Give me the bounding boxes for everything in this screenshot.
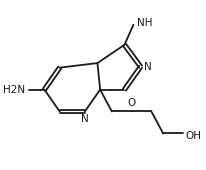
Text: OH: OH: [186, 131, 202, 141]
Text: H2N: H2N: [3, 84, 26, 95]
Text: N: N: [81, 114, 89, 124]
Text: N: N: [144, 62, 152, 72]
Text: NH: NH: [137, 18, 152, 28]
Text: O: O: [128, 98, 136, 108]
